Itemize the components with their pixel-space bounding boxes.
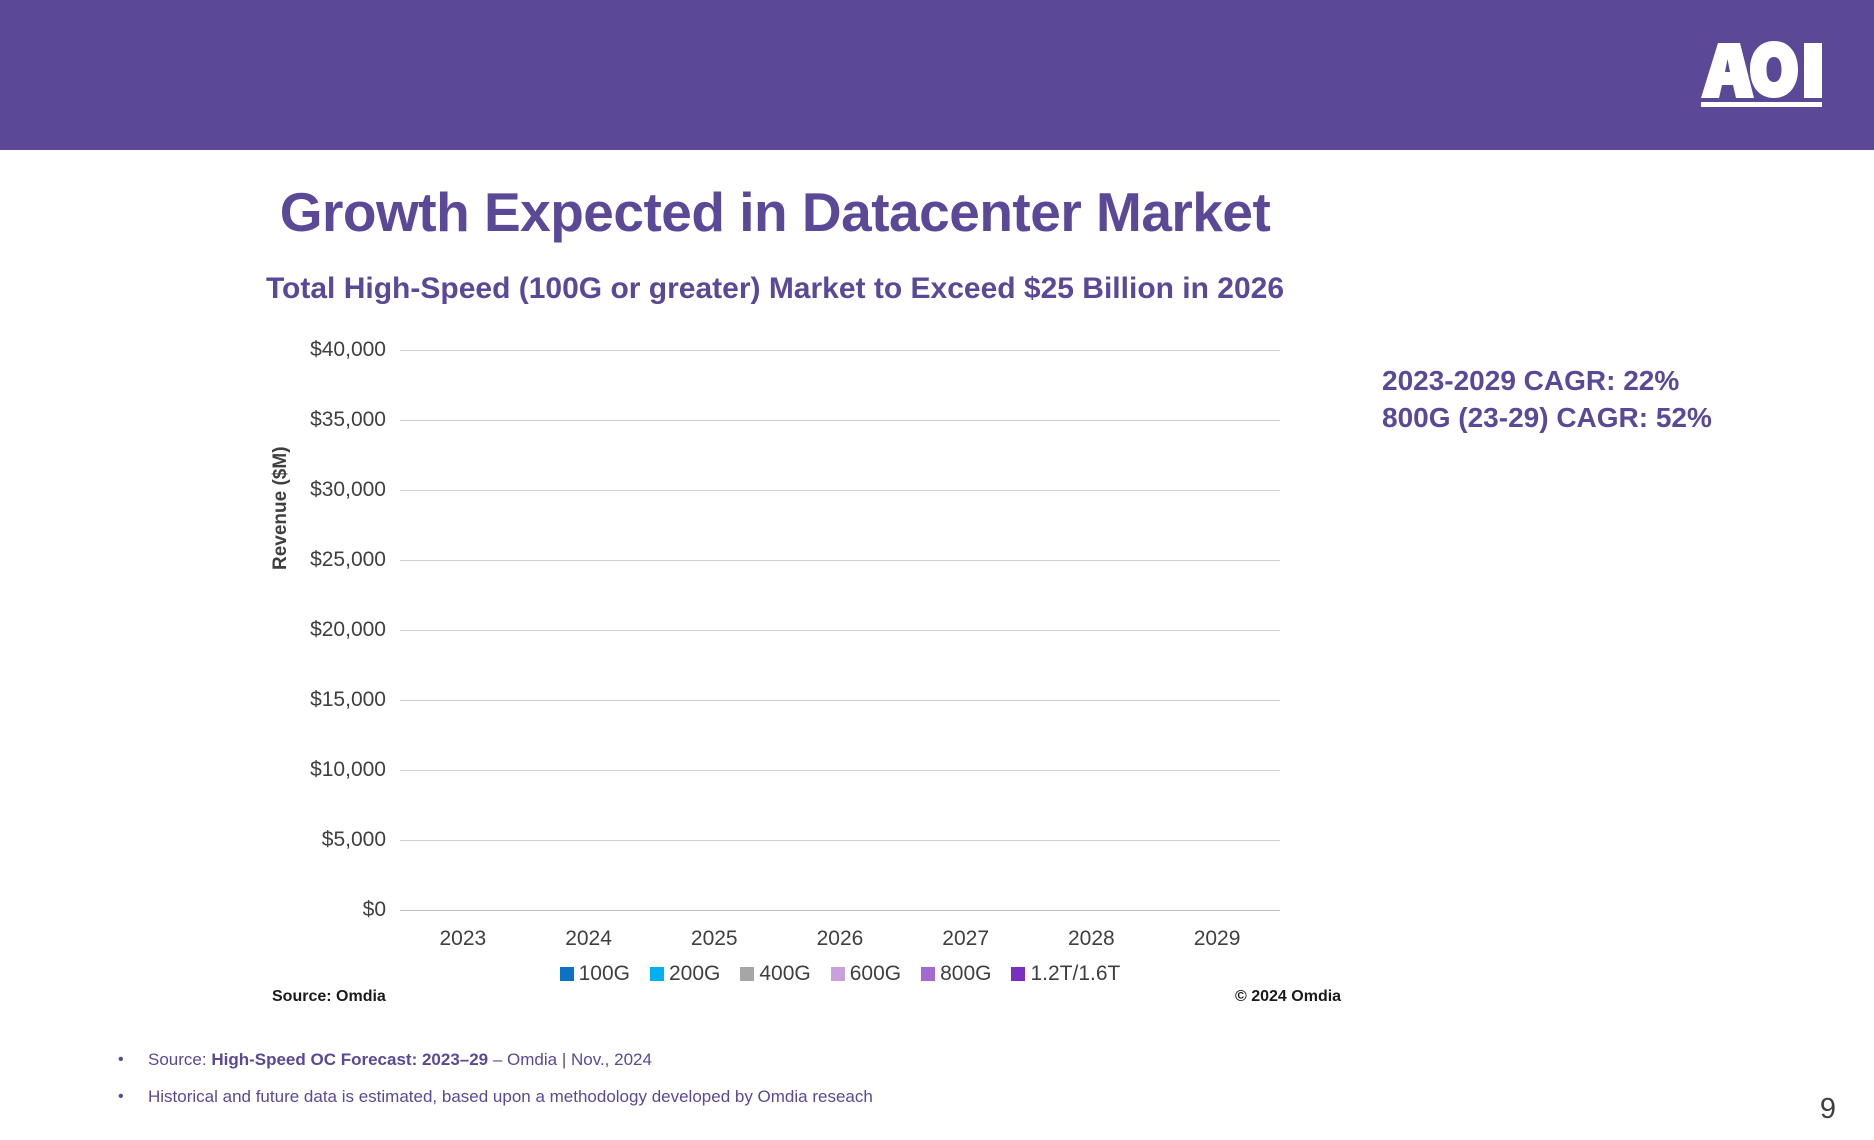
y-axis-tick: $15,000: [310, 688, 386, 711]
legend-item-600G[interactable]: 600G: [830, 962, 902, 986]
chart-legend: 100G 200G 400G 600G 800G 1.2T/1.6T: [400, 962, 1280, 986]
legend-swatch-icon: [1011, 967, 1026, 981]
legend-swatch-icon: [921, 967, 936, 981]
legend-label: 400G: [759, 962, 811, 985]
bullet-icon: •: [118, 1088, 124, 1106]
page-subtitle: Total High-Speed (100G or greater) Marke…: [265, 272, 1285, 305]
y-axis-tick: $10,000: [310, 758, 386, 781]
x-axis-tick: 2025: [690, 927, 738, 950]
x-axis-tick: 2023: [439, 927, 487, 950]
y-axis-tick: $5,000: [321, 828, 386, 851]
legend-item-100G[interactable]: 100G: [559, 962, 630, 986]
revenue-stacked-bar-chart: Revenue ($M) $0 $5,000 $10,000 $15,000 $20,0…: [270, 338, 1360, 985]
header-band: [0, 0, 1874, 150]
bullet-icon: •: [118, 1051, 124, 1068]
bar-group: 2023 2024 2025 2026 2027 2028 2029: [400, 350, 1280, 950]
x-axis-tick: 2027: [942, 927, 990, 950]
footnote-row: • Historical and future data is estimated…: [118, 1087, 1518, 1107]
aoi-logo: [1688, 38, 1838, 116]
legend-label: 200G: [668, 962, 721, 985]
legend-item-12T16T[interactable]: 1.2T/1.6T: [1011, 962, 1120, 986]
gridline: [400, 490, 1280, 491]
cagr-total-line: 2023-2029 CAGR: 22%: [1382, 365, 1680, 396]
y-axis-tick: $40,000: [310, 338, 386, 361]
legend-label: 100G: [578, 962, 630, 985]
gridline: [400, 350, 1280, 351]
legend-item-400G[interactable]: 400G: [740, 962, 811, 986]
footnote-list: • Source: High-Speed OC Forecast: 2023–29…: [118, 1050, 1518, 1125]
footnote-row: • Source: High-Speed OC Forecast: 2023–29…: [118, 1050, 1518, 1070]
x-axis-tick: 2024: [565, 927, 612, 950]
legend-swatch-icon: [740, 967, 755, 981]
legend-item-800G[interactable]: 800G: [921, 962, 991, 986]
source-omdia-label: Source: Omdia: [272, 988, 386, 1005]
page-number: 9: [1819, 1093, 1836, 1125]
gridline: [400, 420, 1280, 421]
copyright-label: © 2024 Omdia: [1235, 988, 1342, 1005]
x-axis-tick: 2029: [1193, 927, 1241, 950]
legend-label: 800G: [940, 962, 992, 985]
gridline: [400, 700, 1280, 701]
y-axis-tick: $0: [362, 898, 386, 921]
footnote-text: Source: High-Speed OC Forecast: 2023–29 …: [148, 1050, 652, 1069]
legend-swatch-icon: [559, 967, 574, 981]
gridline: [400, 630, 1280, 631]
plot-area: $0 $5,000 $10,000 $15,000 $20,000 $25,000 $30,…: [310, 338, 1280, 950]
y-axis-tick: $30,000: [310, 478, 386, 501]
gridline: [400, 560, 1280, 561]
legend-swatch-icon: [830, 967, 845, 981]
x-axis-tick: 2026: [816, 927, 864, 950]
y-axis-tick: $35,000: [310, 408, 386, 431]
cagr-800g-line: 800G (23-29) CAGR: 52%: [1382, 402, 1712, 434]
legend-item-200G[interactable]: 200G: [649, 962, 721, 986]
legend-label: 1.2T/1.6T: [1030, 962, 1121, 985]
y-axis-title: Revenue ($M): [270, 446, 291, 570]
gridline: [400, 840, 1280, 841]
gridline: [400, 770, 1280, 771]
legend-swatch-icon: [649, 967, 664, 981]
gridline: [400, 910, 1280, 911]
y-axis-tick: $25,000: [310, 548, 386, 571]
y-axis-tick: $20,000: [310, 618, 386, 641]
page-title: Growth Expected in Datacenter Market: [279, 181, 1271, 243]
legend-label: 600G: [849, 962, 902, 985]
footnote-text: Historical and future data is estimated,…: [148, 1087, 873, 1107]
x-axis-tick: 2028: [1068, 927, 1115, 950]
cagr-callout: 2023-2029 CAGR: 22% 800G (23-29) CAGR: 5…: [1382, 362, 1712, 436]
